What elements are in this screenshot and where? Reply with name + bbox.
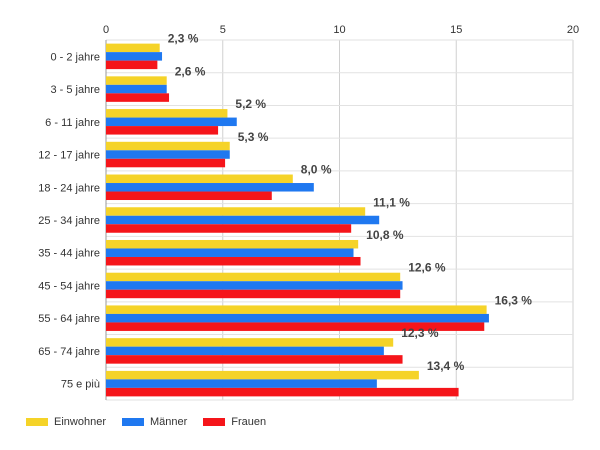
bar-einwohner-2 — [106, 109, 228, 118]
bar-einwohner-10 — [106, 370, 419, 380]
bar-frauen-4 — [106, 191, 272, 201]
legend-swatch-maenner — [121, 418, 144, 426]
category-label: 6 - 11 jahre — [45, 117, 100, 129]
legend-label-maenner: Männer — [149, 416, 188, 428]
legend-item-einwohner: Einwohner — [26, 416, 106, 428]
bar-einwohner-6 — [106, 239, 359, 249]
category-label: 0 - 2 jahre — [50, 51, 100, 63]
bar-frauen-1 — [106, 93, 170, 102]
bar-frauen-8 — [106, 322, 485, 331]
bar-frauen-0 — [106, 60, 158, 70]
category-label: 3 - 5 jahre — [50, 84, 100, 96]
bar-mnner-8 — [106, 313, 489, 323]
bar-einwohner-3 — [106, 141, 230, 151]
bar-einwohner-8 — [106, 305, 487, 314]
x-tick-label: 5 — [220, 24, 226, 36]
category-label: 25 - 34 jahre — [38, 215, 100, 227]
category-label: 75 e più — [61, 379, 100, 391]
legend-swatch-einwohner — [26, 418, 48, 426]
bar-frauen-9 — [106, 355, 403, 364]
x-tick-label: 10 — [333, 24, 345, 36]
data-label: 13,4 % — [427, 359, 465, 373]
bar-mnner-2 — [106, 117, 237, 127]
bar-mnner-3 — [106, 150, 230, 159]
category-label: 65 - 74 jahre — [38, 346, 100, 358]
bar-mnner-1 — [106, 84, 167, 94]
legend: Einwohner Männer Frauen — [26, 416, 266, 428]
bar-mnner-5 — [106, 215, 380, 225]
data-label: 5,2 % — [235, 97, 266, 111]
category-label: 45 - 54 jahre — [38, 280, 100, 292]
category-label: 55 - 64 jahre — [38, 313, 100, 325]
bar-frauen-2 — [106, 126, 219, 135]
data-label: 10,8 % — [366, 228, 404, 242]
bar-einwohner-9 — [106, 338, 394, 347]
x-tick-label: 20 — [567, 24, 579, 36]
bar-mnner-0 — [106, 52, 163, 61]
bar-einwohner-5 — [106, 207, 366, 216]
bar-einwohner-1 — [106, 76, 167, 85]
bar-frauen-10 — [106, 387, 459, 397]
bar-frauen-3 — [106, 158, 226, 168]
legend-label-einwohner: Einwohner — [54, 416, 106, 428]
legend-item-maenner: Männer — [121, 416, 188, 428]
bar-mnner-7 — [106, 281, 403, 290]
category-label: 35 - 44 jahre — [38, 248, 100, 260]
data-label: 11,1 % — [373, 195, 410, 209]
data-label: 8,0 % — [301, 163, 332, 177]
bar-mnner-6 — [106, 248, 354, 257]
data-label: 16,3 % — [495, 293, 533, 307]
legend-label-frauen: Frauen — [231, 416, 267, 428]
bar-einwohner-4 — [106, 174, 293, 184]
bar-frauen-6 — [106, 256, 361, 266]
legend-item-frauen: Frauen — [203, 416, 266, 428]
data-label: 2,6 % — [175, 64, 206, 78]
data-label: 5,3 % — [238, 130, 269, 144]
bar-frauen-5 — [106, 224, 352, 233]
bar-einwohner-7 — [106, 272, 401, 282]
bar-frauen-7 — [106, 289, 401, 299]
x-tick-label: 15 — [450, 24, 462, 36]
data-label: 2,3 % — [168, 32, 199, 46]
bar-mnner-4 — [106, 183, 314, 192]
bar-mnner-10 — [106, 379, 377, 388]
bar-einwohner-0 — [106, 43, 160, 53]
data-label: 12,6 % — [408, 261, 446, 275]
category-label: 12 - 17 jahre — [38, 150, 100, 162]
data-label: 12,3 % — [401, 326, 439, 340]
x-tick-label: 0 — [103, 24, 109, 36]
category-label: 18 - 24 jahre — [38, 182, 100, 194]
legend-swatch-frauen — [203, 418, 226, 426]
bar-mnner-9 — [106, 346, 384, 356]
